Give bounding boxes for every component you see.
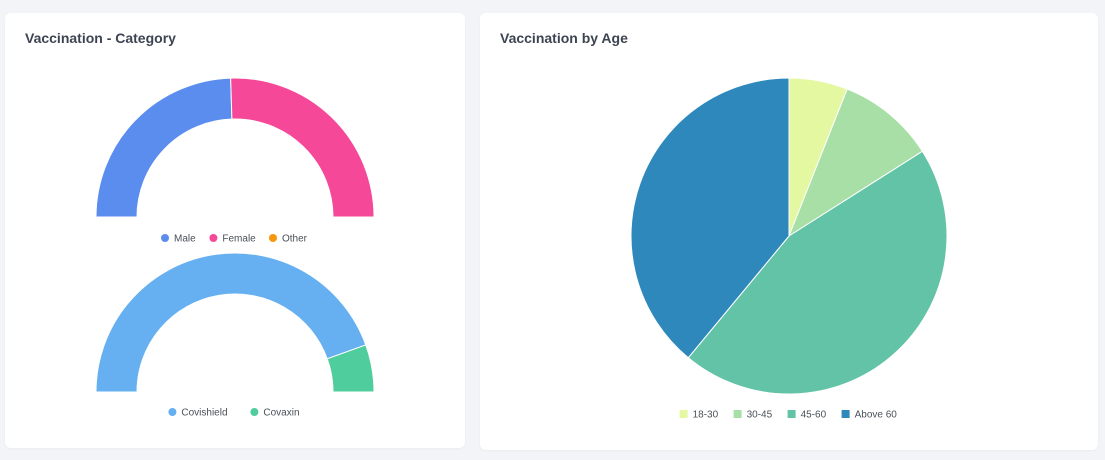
age-legend-marker-30-45[interactable] [733, 410, 742, 418]
gender-legend-marker-female[interactable] [209, 234, 218, 242]
donut1-slice-male[interactable] [95, 77, 233, 218]
age-legend-label-45-60[interactable]: 45-60 [801, 410, 827, 421]
donut2-slice-covaxin[interactable] [326, 344, 375, 393]
age-slice-above-60[interactable] [630, 77, 790, 359]
age-legend-label-above-60[interactable]: Above 60 [855, 410, 898, 421]
gender-legend-label-other[interactable]: Other [282, 234, 308, 245]
age-slice-45-60[interactable] [687, 150, 948, 395]
gender-legend-marker-other[interactable] [269, 234, 277, 242]
donut2-slice-covishield[interactable] [95, 252, 367, 393]
age-legend-marker-45-60[interactable] [787, 410, 796, 418]
gender-legend-marker-male[interactable] [161, 234, 169, 242]
gender-legend-label-male[interactable]: Male [174, 234, 196, 245]
age-card-title: Vaccination by Age [500, 30, 628, 46]
age-legend-marker-18-30[interactable] [679, 410, 688, 418]
vaccine-legend-marker-covishield[interactable] [168, 408, 177, 416]
vaccine-legend-label-covishield[interactable]: Covishield [181, 408, 227, 419]
age-legend-marker-above-60[interactable] [841, 410, 850, 418]
age-legend-label-30-45[interactable]: 30-45 [747, 410, 773, 421]
age-slice-30-45[interactable] [787, 88, 924, 238]
category-card-title: Vaccination - Category [25, 30, 176, 46]
age-legend-label-18-30[interactable]: 18-30 [693, 410, 719, 421]
vaccine-legend-label-covaxin[interactable]: Covaxin [263, 408, 299, 419]
donut1-slice-female[interactable] [230, 77, 375, 218]
vaccine-legend-marker-covaxin[interactable] [250, 408, 259, 416]
gender-legend-label-female[interactable]: Female [222, 234, 256, 245]
